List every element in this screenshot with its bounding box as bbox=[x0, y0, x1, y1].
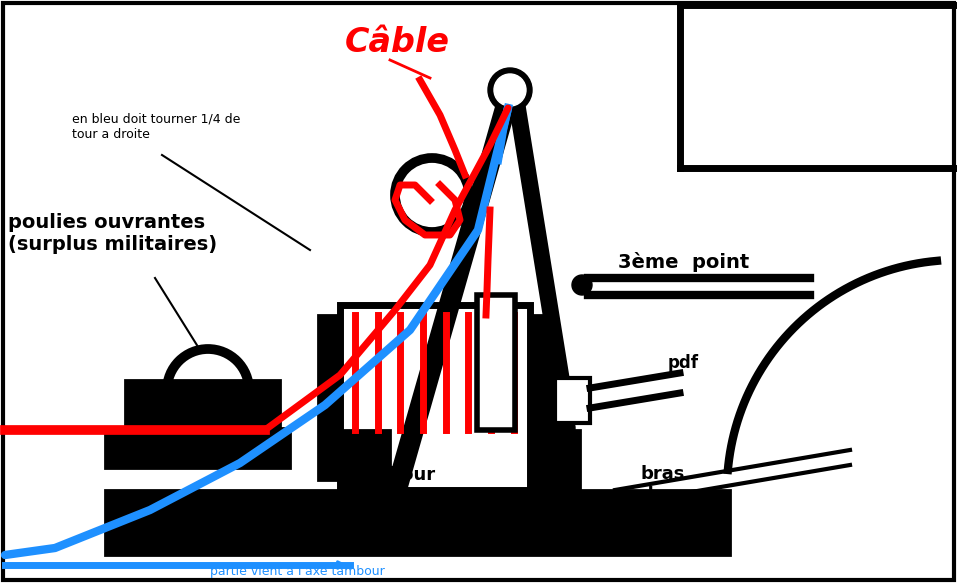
Text: poulies ouvrantes
(surplus militaires): poulies ouvrantes (surplus militaires) bbox=[8, 213, 217, 254]
Bar bbox=[530, 430, 580, 490]
Text: tambour: tambour bbox=[350, 466, 436, 484]
Bar bbox=[530, 315, 552, 480]
Circle shape bbox=[572, 275, 592, 295]
Bar bbox=[340, 305, 530, 490]
Text: bras
de
relevage: bras de relevage bbox=[640, 465, 728, 525]
Bar bbox=[105, 428, 290, 468]
Text: pdf: pdf bbox=[668, 354, 699, 372]
Text: partie vient a l'axe tambour: partie vient a l'axe tambour bbox=[210, 565, 385, 578]
Bar bbox=[555, 378, 590, 423]
Circle shape bbox=[494, 74, 526, 106]
Bar bbox=[105, 490, 730, 555]
Circle shape bbox=[488, 68, 532, 112]
Bar bbox=[318, 315, 340, 480]
Text: 3ème  point: 3ème point bbox=[618, 252, 749, 272]
Bar bbox=[340, 430, 390, 490]
Bar bbox=[125, 380, 280, 430]
Text: Câble: Câble bbox=[345, 26, 450, 59]
Circle shape bbox=[551, 416, 575, 440]
Text: en bleu doit tourner 1/4 de
tour a droite: en bleu doit tourner 1/4 de tour a droit… bbox=[72, 113, 240, 141]
Bar bbox=[477, 295, 515, 430]
